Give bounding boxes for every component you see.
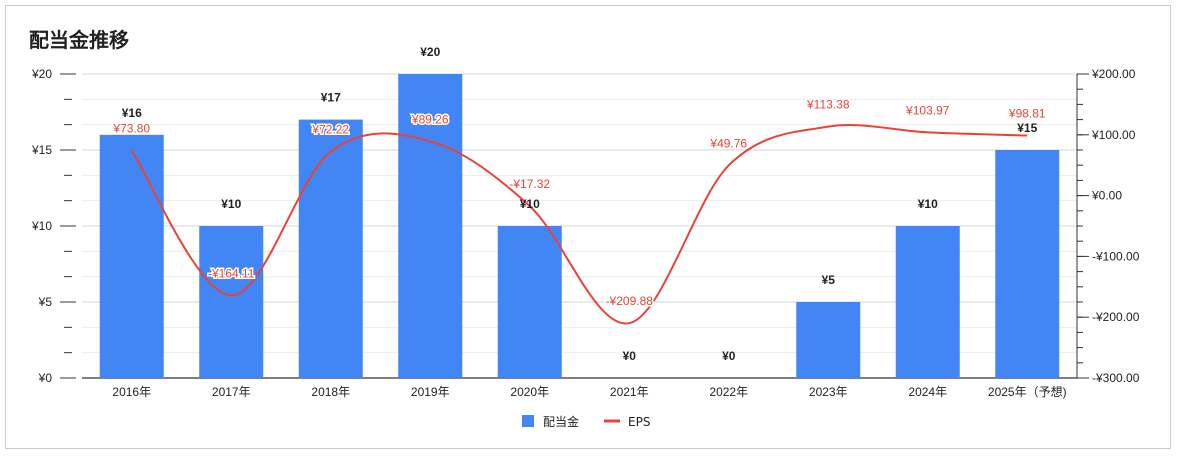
x-tick-label: 2018年 bbox=[311, 385, 350, 399]
eps-value-label: -¥17.32 bbox=[509, 177, 550, 191]
eps-value-label: ¥49.76 bbox=[709, 136, 747, 150]
right-tick-label: -¥200.00 bbox=[1092, 310, 1140, 324]
eps-value-label: ¥98.81 bbox=[1008, 107, 1046, 121]
bar-value-label: ¥0 bbox=[722, 349, 736, 363]
dividend-bar bbox=[796, 302, 861, 378]
eps-line bbox=[130, 124, 1028, 325]
right-tick-label: ¥100.00 bbox=[1091, 128, 1136, 142]
dividend-bar bbox=[199, 226, 264, 378]
eps-value-label: ¥73.80 bbox=[112, 122, 150, 136]
eps-value-label: ¥89.26 bbox=[411, 112, 449, 126]
legend: 配当金 EPS bbox=[522, 414, 650, 429]
dividend-bar bbox=[895, 226, 960, 378]
bar-value-label: ¥15 bbox=[1017, 121, 1037, 135]
bar-value-label: ¥16 bbox=[122, 106, 142, 120]
bar-value-label: ¥10 bbox=[918, 197, 938, 211]
eps-value-label: -¥164.11 bbox=[208, 266, 255, 280]
legend-label-dividend: 配当金 bbox=[543, 414, 579, 429]
x-tick-label: 2019年 bbox=[411, 385, 450, 399]
axes: ¥0 ¥5 ¥10 ¥15 ¥20 -¥300.00 -¥200.00 -¥100.00 ¥0.… bbox=[31, 67, 1140, 399]
eps-value-label: -¥209.88 bbox=[606, 294, 654, 308]
x-tick-label: 2022年 bbox=[709, 385, 748, 399]
bar-value-label: ¥20 bbox=[420, 45, 440, 59]
left-tick-label: ¥5 bbox=[38, 295, 53, 309]
legend-label-eps: EPS bbox=[628, 415, 650, 429]
eps-value-label: ¥113.38 bbox=[806, 98, 850, 112]
left-tick-label: ¥0 bbox=[38, 371, 53, 385]
dividend-bar bbox=[298, 119, 363, 378]
dividend-bars bbox=[99, 74, 1060, 378]
eps-value-label: ¥103.97 bbox=[905, 103, 950, 117]
left-tick-label: ¥10 bbox=[31, 219, 52, 233]
bar-value-label: ¥10 bbox=[221, 197, 241, 211]
left-tick-label: ¥20 bbox=[31, 67, 52, 81]
chart-title: 配当金推移 bbox=[29, 28, 129, 52]
bar-value-label: ¥17 bbox=[321, 91, 341, 105]
right-tick-label: ¥200.00 bbox=[1091, 67, 1136, 81]
x-tick-label: 2016年 bbox=[112, 385, 151, 399]
bar-value-label: ¥0 bbox=[623, 349, 637, 363]
right-tick-label: ¥0.00 bbox=[1091, 189, 1122, 203]
x-tick-label: 2025年（予想) bbox=[988, 384, 1067, 399]
legend-swatch-dividend bbox=[522, 415, 534, 427]
dividend-bar bbox=[995, 150, 1060, 378]
dividend-bar bbox=[99, 134, 164, 378]
right-tick-label: -¥300.00 bbox=[1092, 371, 1140, 385]
dividend-bar bbox=[497, 226, 562, 378]
eps-line-group bbox=[130, 124, 1028, 325]
x-tick-label: 2021年 bbox=[610, 385, 649, 399]
bar-value-label: ¥10 bbox=[520, 197, 540, 211]
x-tick-label: 2024年 bbox=[908, 385, 947, 399]
x-tick-label: 2017年 bbox=[212, 385, 251, 399]
x-tick-label: 2020年 bbox=[510, 385, 549, 399]
left-tick-label: ¥15 bbox=[31, 143, 52, 157]
right-tick-label: -¥100.00 bbox=[1092, 249, 1140, 263]
dividend-bar bbox=[398, 74, 463, 378]
bar-value-label: ¥5 bbox=[822, 273, 836, 287]
eps-value-label: ¥72.22 bbox=[311, 123, 349, 137]
data-labels: ¥16 ¥10 ¥17 ¥20 ¥10 ¥0 ¥0 ¥5 ¥10 ¥15 ¥73.80 -¥164.1… bbox=[111, 45, 1048, 363]
x-tick-label: 2023年 bbox=[809, 385, 848, 399]
